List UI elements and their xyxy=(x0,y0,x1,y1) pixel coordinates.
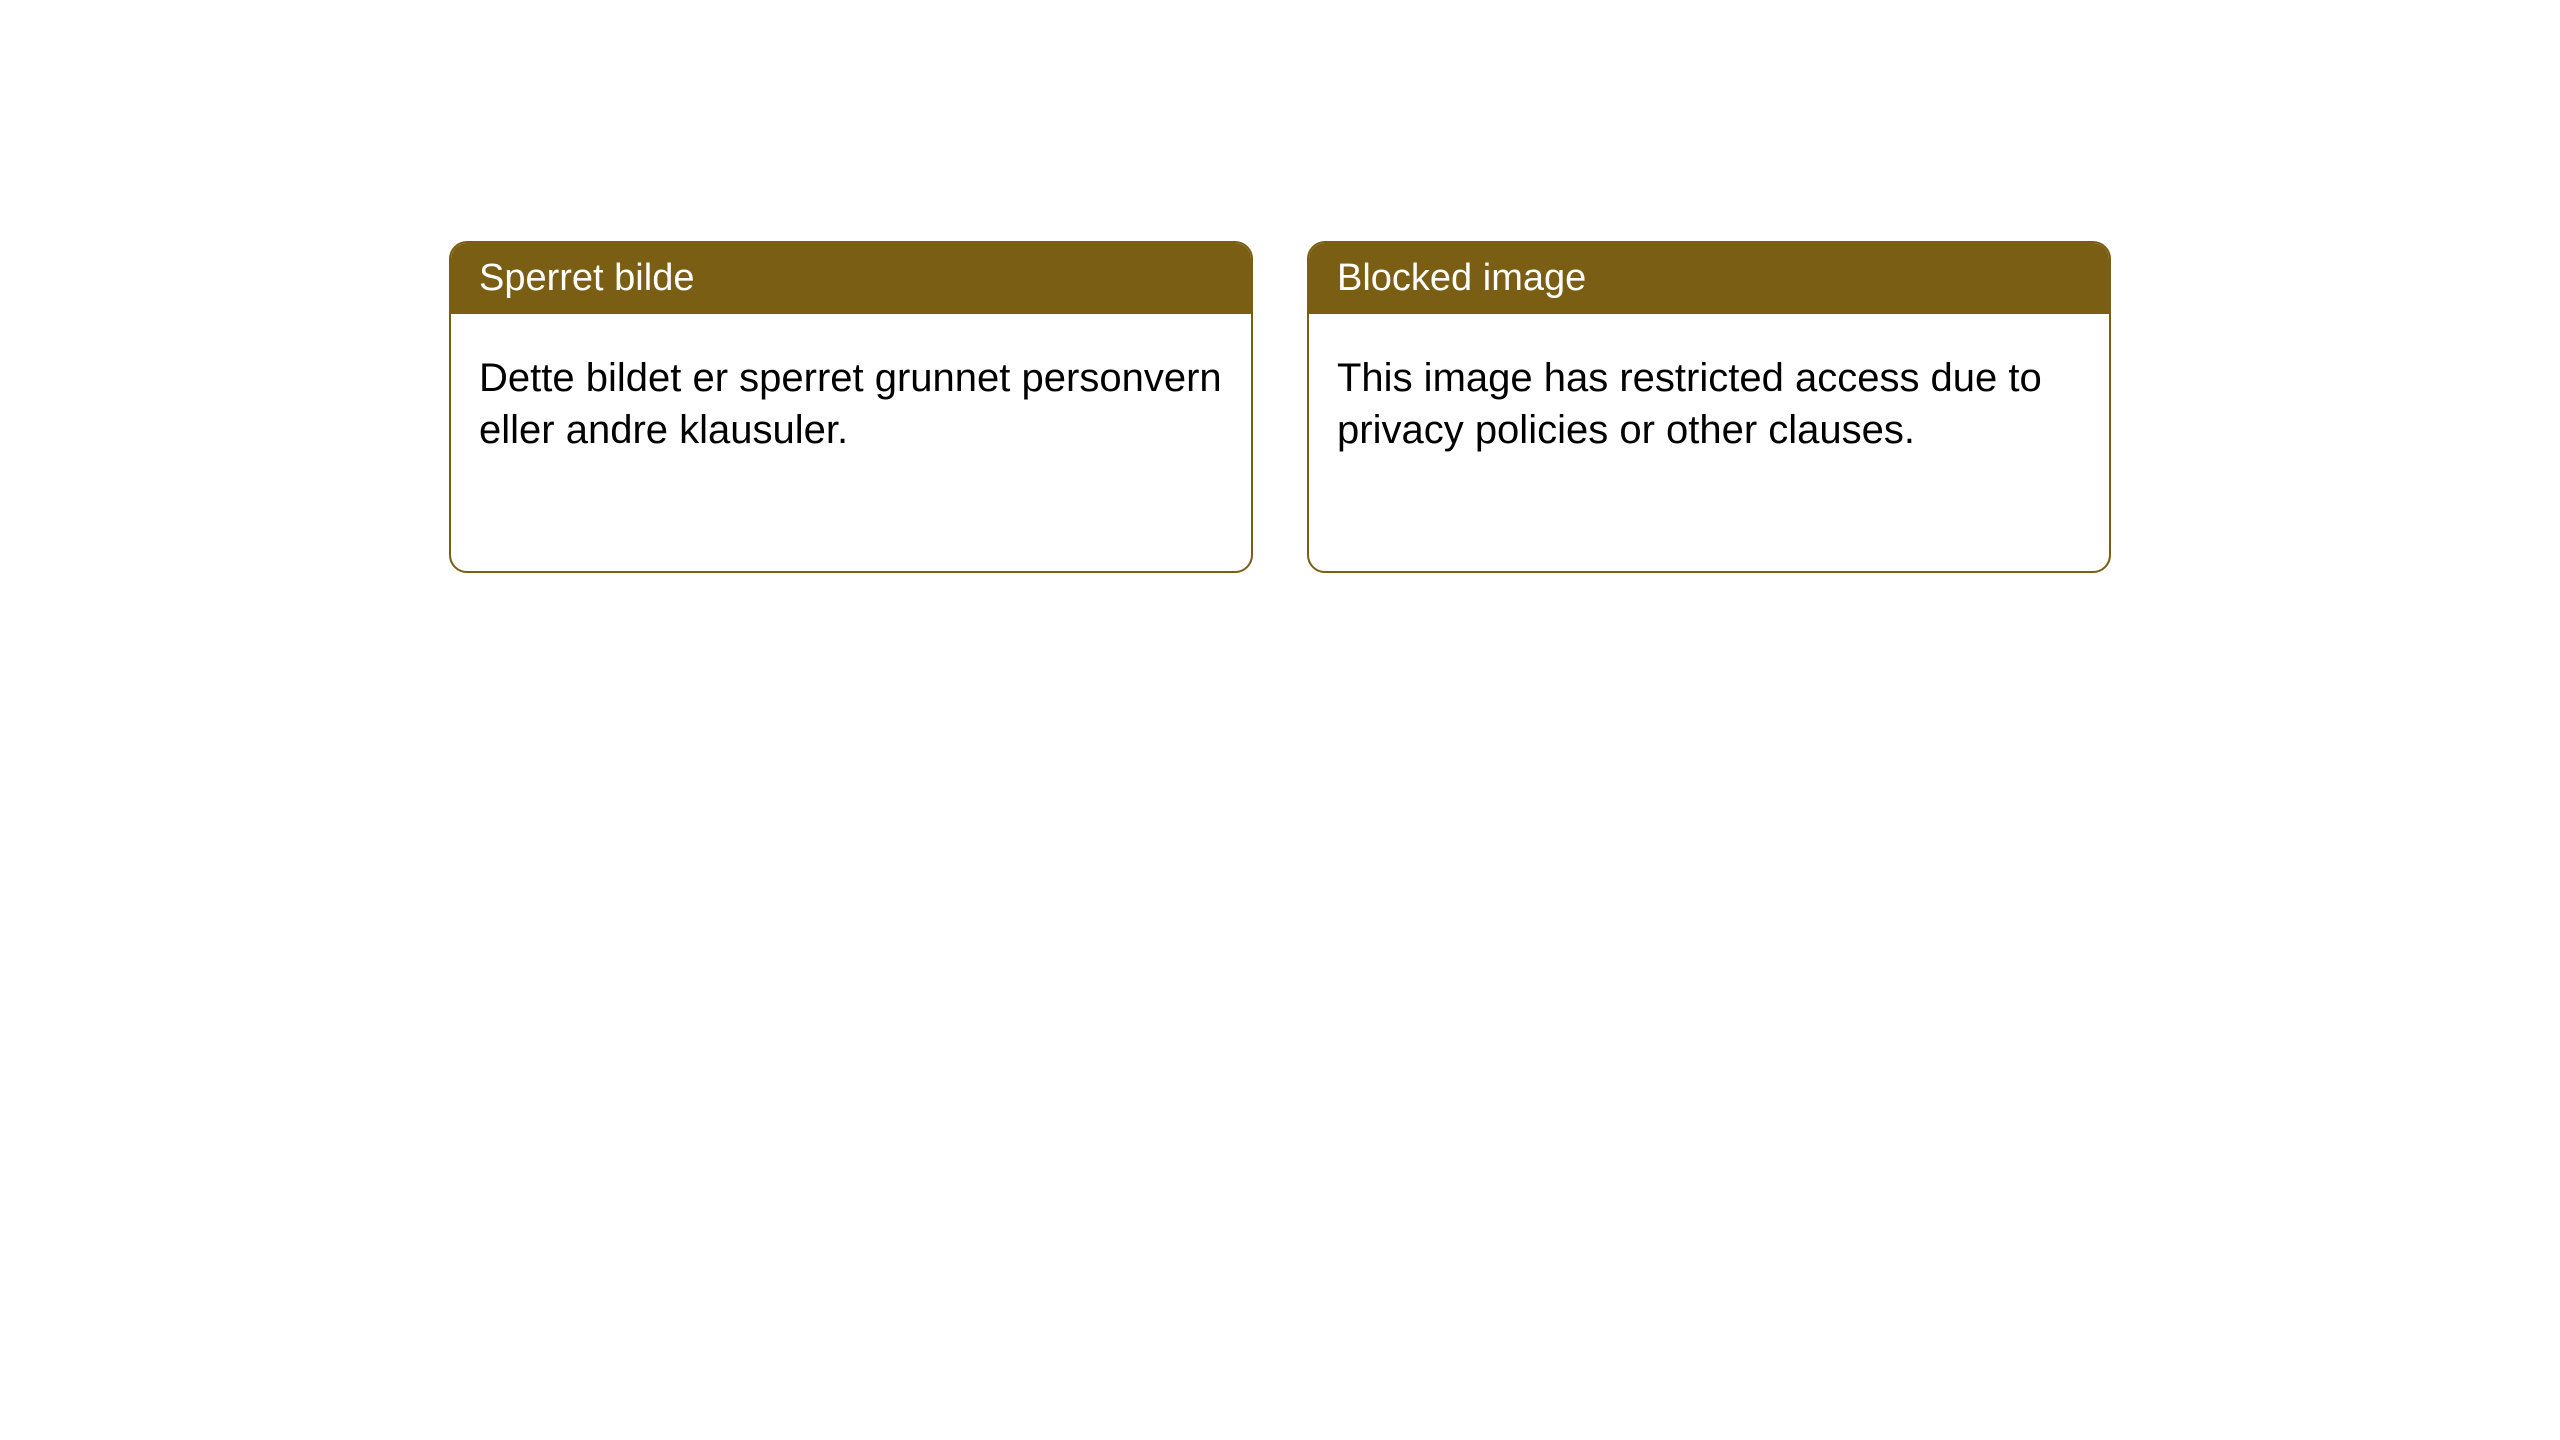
card-body: Dette bildet er sperret grunnet personve… xyxy=(451,314,1251,494)
card-title: Sperret bilde xyxy=(479,257,694,299)
blocked-image-card-english: Blocked image This image has restricted … xyxy=(1307,241,2111,573)
blocked-image-card-norwegian: Sperret bilde Dette bildet er sperret gr… xyxy=(449,241,1253,573)
card-body-text: Dette bildet er sperret grunnet personve… xyxy=(479,356,1222,452)
card-title: Blocked image xyxy=(1337,257,1586,299)
card-body: This image has restricted access due to … xyxy=(1309,314,2109,494)
card-header: Blocked image xyxy=(1309,243,2109,314)
card-header: Sperret bilde xyxy=(451,243,1251,314)
cards-container: Sperret bilde Dette bildet er sperret gr… xyxy=(0,0,2560,573)
card-body-text: This image has restricted access due to … xyxy=(1337,356,2042,452)
